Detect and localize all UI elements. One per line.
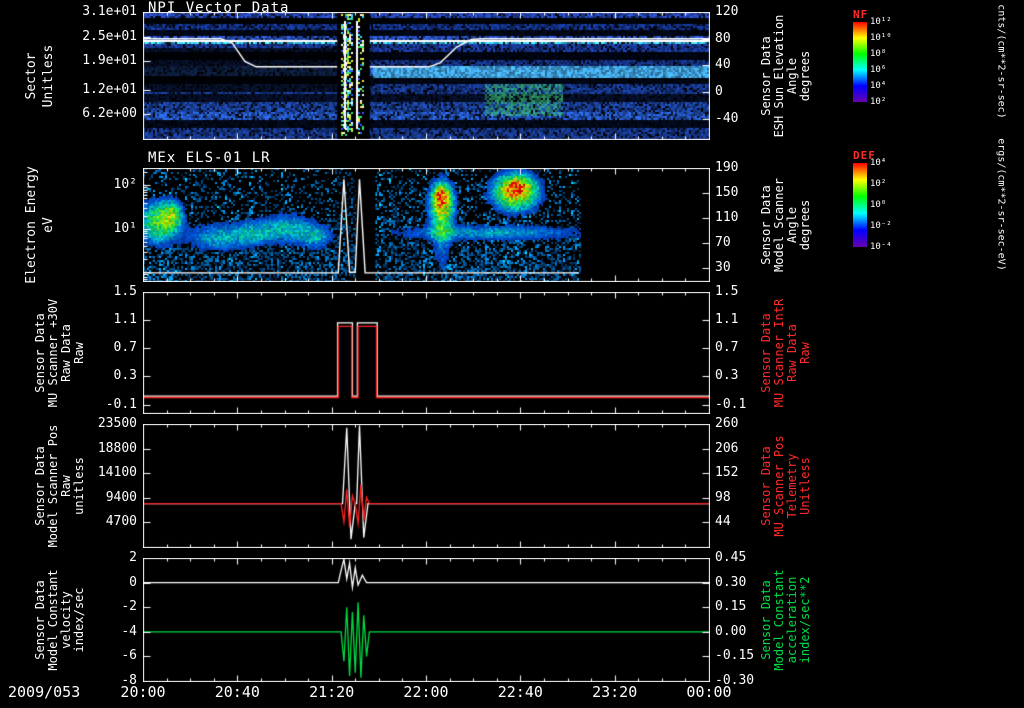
els-spectrogram-canvas xyxy=(143,168,710,282)
date-label: 2009/053 xyxy=(8,683,81,701)
y-tick-label: -2 xyxy=(121,599,137,615)
def-colorbar xyxy=(853,163,867,247)
y-tick-label: -4 xyxy=(121,623,137,639)
y-tick-label: 120 xyxy=(715,4,739,19)
npi-spectrogram-canvas xyxy=(143,12,710,140)
model-constant-plot-canvas xyxy=(143,558,710,682)
y-tick-label: 14100 xyxy=(97,465,137,481)
time-tick-label: 20:40 xyxy=(214,683,260,701)
y-tick-label: 70 xyxy=(715,235,731,251)
y-tick-label: 0.00 xyxy=(715,623,747,639)
y-tick-label: -0.15 xyxy=(715,648,755,664)
time-tick-label: 00:00 xyxy=(686,683,732,701)
y-tick-label: 150 xyxy=(715,185,739,201)
y-tick-label: 0 xyxy=(129,574,137,590)
y-tick-label: 9400 xyxy=(105,489,137,505)
y-tick-label: 0 xyxy=(715,84,723,100)
colorbar-tick-label: 10² xyxy=(870,97,887,107)
y-tick-label: 1.1 xyxy=(715,312,739,328)
y-tick-label: 3.1e+01 xyxy=(82,4,137,19)
y-tick-label: 260 xyxy=(715,416,739,431)
y-tick-label: 10¹ xyxy=(113,220,137,236)
colorbar-tick-label: 10⁴ xyxy=(870,158,887,168)
y-tick-label: 190 xyxy=(715,160,739,175)
colorbar-tick-label: 10¹² xyxy=(870,17,892,27)
colorbar-tick-label: 10⁻⁴ xyxy=(870,242,892,252)
y-tick-label: 1.5 xyxy=(113,284,137,299)
y-tick-label: 40 xyxy=(715,57,731,73)
y-tick-label: 1.5 xyxy=(715,284,739,299)
y-tick-label: 0.3 xyxy=(715,368,739,384)
y-tick-label: 80 xyxy=(715,30,731,46)
y-tick-label: 0.15 xyxy=(715,599,747,615)
y-tick-label: -0.30 xyxy=(715,673,755,688)
y-tick-label: 0.7 xyxy=(715,340,739,356)
time-tick-label: 22:00 xyxy=(403,683,449,701)
y-tick-label: 98 xyxy=(715,489,731,505)
y-tick-label: 0.30 xyxy=(715,574,747,590)
y-tick-label: 1.2e+01 xyxy=(82,81,137,97)
nf-colorbar-title: NF xyxy=(853,8,869,21)
y-tick-label: 23500 xyxy=(97,416,137,431)
def-colorbar-units: ergs/(cm**2-sr-sec-eV) xyxy=(995,138,1007,271)
time-tick-label: 23:20 xyxy=(592,683,638,701)
y-tick-label: 110 xyxy=(715,210,739,226)
y-tick-label: 44 xyxy=(715,514,731,530)
colorbar-tick-label: 10⁰ xyxy=(870,200,887,210)
y-tick-label: 0.45 xyxy=(715,550,747,565)
colorbar-tick-label: 10⁸ xyxy=(870,49,887,59)
y-tick-label: 1.9e+01 xyxy=(82,53,137,69)
colorbar-tick-label: 10² xyxy=(870,179,887,189)
scanner-pos-plot-canvas xyxy=(143,424,710,548)
def-colorbar-title: DEF xyxy=(853,149,876,162)
colorbar-tick-label: 10⁴ xyxy=(870,81,887,91)
y-tick-label: -0.1 xyxy=(105,396,137,412)
colorbar-tick-label: 10⁻² xyxy=(870,221,892,231)
y-tick-label: 18800 xyxy=(97,440,137,456)
colorbar-tick-label: 10¹⁰ xyxy=(870,33,892,43)
y-tick-label: 206 xyxy=(715,440,739,456)
y-tick-label: -40 xyxy=(715,110,739,126)
y-tick-label: 10² xyxy=(113,177,137,193)
mu-scanner-30v-plot-canvas xyxy=(143,292,710,414)
time-tick-label: 21:20 xyxy=(309,683,355,701)
time-tick-label: 20:00 xyxy=(120,683,166,701)
y-tick-label: 2 xyxy=(129,550,137,565)
y-tick-label: 30 xyxy=(715,260,731,276)
y-tick-label: 4700 xyxy=(105,514,137,530)
y-tick-label: 2.5e+01 xyxy=(82,28,137,44)
y-tick-label: -0.1 xyxy=(715,396,747,412)
colorbar-tick-label: 10⁶ xyxy=(870,65,887,75)
y-tick-label: 0.7 xyxy=(113,340,137,356)
y-tick-label: 1.1 xyxy=(113,312,137,328)
y-tick-label: 0.3 xyxy=(113,368,137,384)
time-tick-label: 22:40 xyxy=(497,683,543,701)
nf-colorbar xyxy=(853,22,867,102)
y-tick-label: 6.2e+00 xyxy=(82,105,137,121)
y-tick-label: -8 xyxy=(121,673,137,688)
y-tick-label: -6 xyxy=(121,648,137,664)
y-tick-label: 152 xyxy=(715,465,739,481)
els-panel-title: MEx ELS-01 LR xyxy=(148,150,271,166)
